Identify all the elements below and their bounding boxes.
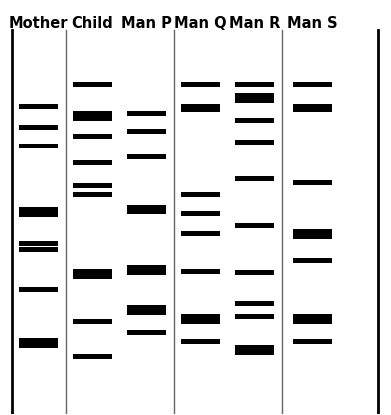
FancyBboxPatch shape xyxy=(127,111,166,116)
FancyBboxPatch shape xyxy=(293,314,332,319)
FancyBboxPatch shape xyxy=(181,82,220,87)
FancyBboxPatch shape xyxy=(293,234,332,239)
FancyBboxPatch shape xyxy=(73,183,112,188)
FancyBboxPatch shape xyxy=(73,274,112,279)
FancyBboxPatch shape xyxy=(127,205,166,210)
FancyBboxPatch shape xyxy=(19,125,58,130)
FancyBboxPatch shape xyxy=(235,223,274,228)
FancyBboxPatch shape xyxy=(293,339,332,344)
FancyBboxPatch shape xyxy=(181,231,220,236)
FancyBboxPatch shape xyxy=(127,310,166,315)
FancyBboxPatch shape xyxy=(181,339,220,344)
FancyBboxPatch shape xyxy=(293,320,332,325)
FancyBboxPatch shape xyxy=(235,176,274,181)
FancyBboxPatch shape xyxy=(235,350,274,355)
FancyBboxPatch shape xyxy=(73,193,112,198)
FancyBboxPatch shape xyxy=(73,354,112,359)
FancyBboxPatch shape xyxy=(19,343,58,348)
FancyBboxPatch shape xyxy=(19,287,58,292)
FancyBboxPatch shape xyxy=(19,242,58,247)
FancyBboxPatch shape xyxy=(235,345,274,350)
FancyBboxPatch shape xyxy=(181,211,220,215)
FancyBboxPatch shape xyxy=(127,305,166,310)
FancyBboxPatch shape xyxy=(73,160,112,165)
FancyBboxPatch shape xyxy=(19,144,58,149)
Text: Man R: Man R xyxy=(229,16,280,31)
FancyBboxPatch shape xyxy=(181,269,220,273)
FancyBboxPatch shape xyxy=(181,314,220,319)
FancyBboxPatch shape xyxy=(19,104,58,109)
FancyBboxPatch shape xyxy=(127,129,166,134)
FancyBboxPatch shape xyxy=(293,258,332,263)
FancyBboxPatch shape xyxy=(181,320,220,325)
FancyBboxPatch shape xyxy=(235,140,274,145)
FancyBboxPatch shape xyxy=(181,104,220,109)
FancyBboxPatch shape xyxy=(181,107,220,112)
FancyBboxPatch shape xyxy=(293,180,332,185)
FancyBboxPatch shape xyxy=(293,107,332,112)
FancyBboxPatch shape xyxy=(19,337,58,342)
FancyBboxPatch shape xyxy=(235,301,274,306)
FancyBboxPatch shape xyxy=(181,193,220,198)
FancyBboxPatch shape xyxy=(235,314,274,319)
FancyBboxPatch shape xyxy=(293,104,332,109)
Text: Mother: Mother xyxy=(9,16,68,31)
FancyBboxPatch shape xyxy=(235,118,274,123)
FancyBboxPatch shape xyxy=(127,330,166,335)
FancyBboxPatch shape xyxy=(19,207,58,212)
FancyBboxPatch shape xyxy=(73,134,112,139)
Text: Child: Child xyxy=(72,16,113,31)
FancyBboxPatch shape xyxy=(127,271,166,276)
FancyBboxPatch shape xyxy=(293,82,332,87)
FancyBboxPatch shape xyxy=(127,154,166,159)
FancyBboxPatch shape xyxy=(127,209,166,214)
FancyBboxPatch shape xyxy=(235,98,274,103)
Text: Man P: Man P xyxy=(121,16,172,31)
FancyBboxPatch shape xyxy=(235,93,274,98)
FancyBboxPatch shape xyxy=(127,265,166,270)
FancyBboxPatch shape xyxy=(73,320,112,325)
FancyBboxPatch shape xyxy=(293,229,332,234)
FancyBboxPatch shape xyxy=(73,116,112,121)
Text: Man S: Man S xyxy=(287,16,338,31)
FancyBboxPatch shape xyxy=(235,271,274,276)
FancyBboxPatch shape xyxy=(73,82,112,87)
FancyBboxPatch shape xyxy=(235,82,274,87)
FancyBboxPatch shape xyxy=(19,212,58,217)
FancyBboxPatch shape xyxy=(73,111,112,116)
FancyBboxPatch shape xyxy=(73,269,112,273)
FancyBboxPatch shape xyxy=(19,247,58,252)
Text: Man Q: Man Q xyxy=(174,16,227,31)
